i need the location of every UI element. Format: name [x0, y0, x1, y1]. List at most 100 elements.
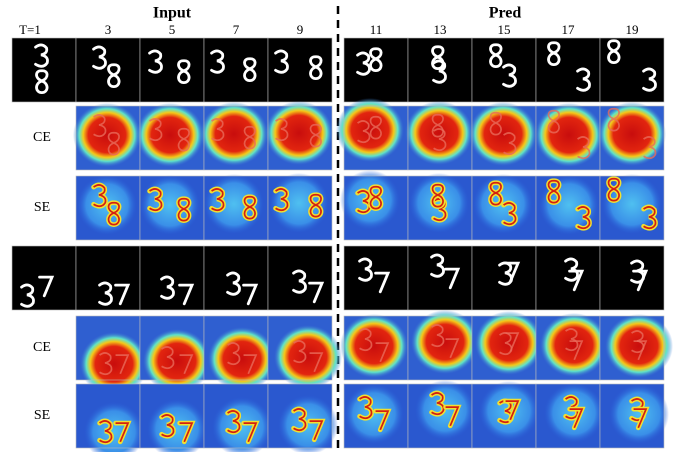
tile: [200, 102, 268, 170]
tile: [344, 246, 408, 310]
heat-blob: [265, 101, 333, 165]
tile: [535, 103, 603, 170]
tile: [140, 38, 204, 102]
tile: [536, 175, 600, 240]
tile: [140, 384, 207, 452]
tile: [268, 173, 332, 240]
heat-blob: [535, 103, 603, 167]
tile: [344, 384, 408, 448]
frame-label: 3: [105, 22, 112, 37]
heat-blob: [200, 102, 268, 166]
tile: [408, 173, 472, 240]
tile: [76, 246, 140, 310]
tile: [408, 380, 475, 448]
tile: [472, 381, 539, 448]
tile: [265, 101, 333, 170]
tile: [136, 103, 204, 170]
heat-blob: [336, 98, 404, 162]
row-label: SE: [34, 408, 50, 423]
tile-bg: [268, 246, 332, 310]
heat-blob: [340, 314, 408, 378]
tile: [268, 38, 332, 102]
heat-blob: [544, 383, 604, 443]
tiles: [12, 38, 673, 452]
tile: [268, 246, 332, 310]
heat-blob: [540, 313, 608, 377]
heat-blob: [344, 384, 404, 444]
tile: [76, 384, 144, 452]
tile: [204, 384, 272, 452]
tile: [73, 103, 141, 170]
tile: [408, 310, 479, 380]
tile-bg: [536, 38, 600, 102]
tile-bg: [472, 246, 536, 310]
header-pred: Pred: [489, 5, 522, 22]
tile: [472, 174, 536, 240]
frame-label: 5: [169, 22, 176, 37]
tile: [12, 246, 76, 310]
tile: [336, 98, 408, 170]
frame-label: 9: [297, 22, 304, 37]
tile: [600, 246, 664, 310]
tile: [340, 314, 408, 380]
tile-bg: [76, 246, 140, 310]
tile: [405, 101, 473, 170]
tile: [204, 246, 268, 310]
heat-blob: [136, 103, 204, 167]
header-input: Input: [153, 5, 192, 22]
frame-label: 15: [498, 22, 511, 37]
tile: [12, 38, 76, 102]
tile: [600, 38, 664, 102]
tile: [536, 246, 600, 310]
tile: [140, 246, 204, 310]
tile: [472, 38, 536, 102]
frame-label: 11: [370, 22, 383, 37]
tile-bg: [204, 246, 268, 310]
tile: [469, 102, 537, 170]
tile: [76, 38, 140, 102]
tile: [600, 314, 673, 380]
row-label: CE: [33, 130, 51, 145]
frame-label: 7: [233, 22, 240, 37]
tile: [600, 174, 664, 240]
tile: [598, 102, 666, 170]
tile: [536, 313, 608, 380]
heat-blob: [605, 314, 673, 378]
heat-blob: [411, 310, 479, 374]
tile: [268, 316, 342, 389]
tile-bg: [472, 38, 536, 102]
heat-blob: [405, 101, 473, 165]
heat-blob: [609, 384, 669, 444]
row-label: SE: [34, 200, 50, 215]
tile-bg: [344, 246, 408, 310]
tile: [340, 170, 408, 240]
heat-blob: [73, 103, 141, 167]
tile: [268, 384, 338, 452]
heat-blob: [409, 173, 469, 233]
frame-label: 13: [434, 22, 447, 37]
heat-blob: [469, 102, 537, 166]
tile: [204, 316, 276, 391]
tile: [76, 175, 140, 240]
tile-bg: [600, 246, 664, 310]
figure: Input Pred T=1 3 5 7 9 11 13 15 17 19 CE SE CE SE: [0, 0, 676, 452]
tile: [472, 311, 543, 380]
tile: [204, 174, 268, 240]
tile: [140, 175, 204, 240]
heat-blob: [475, 311, 543, 375]
tile: [600, 384, 669, 448]
frame-label: 19: [626, 22, 639, 37]
tile: [408, 38, 472, 102]
row-label: CE: [33, 340, 51, 355]
heat-blob: [208, 327, 276, 391]
tile: [472, 246, 536, 310]
tile: [408, 246, 472, 310]
heat-blob: [143, 329, 211, 393]
tile: [536, 38, 600, 102]
frame-label: T=1: [19, 22, 41, 37]
frame-label: 17: [562, 22, 576, 37]
tile: [140, 316, 211, 393]
tile: [344, 38, 408, 102]
tile: [536, 383, 604, 448]
tile: [204, 38, 268, 102]
